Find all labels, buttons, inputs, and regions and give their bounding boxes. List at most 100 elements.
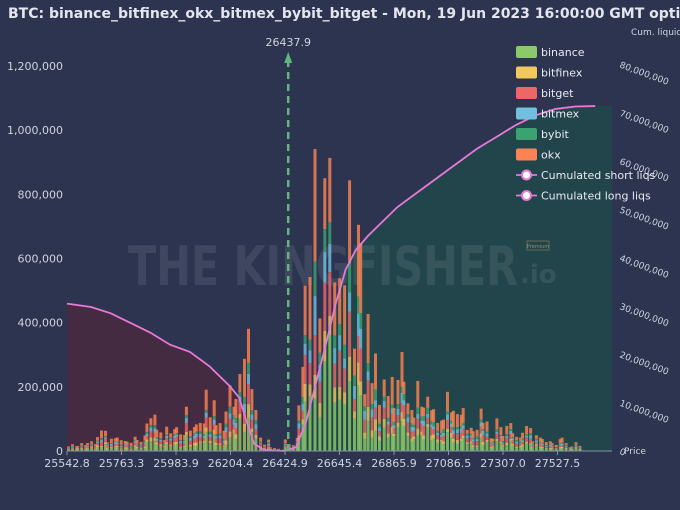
bar-bybit [250, 410, 254, 415]
x-tick-label: 26865.9 [371, 457, 417, 470]
bar-bitget [283, 444, 287, 447]
bar-bybit [402, 394, 406, 401]
y-left-tick-label: 400,000 [18, 317, 64, 330]
bar-binance [489, 448, 493, 451]
bar-okx [143, 435, 147, 441]
bar-bitfinex [491, 446, 495, 447]
bar-bitget [451, 434, 455, 439]
bar-bitget [519, 444, 523, 446]
bar-bitget [534, 442, 538, 445]
bar-bybit [366, 363, 370, 372]
bar-bitmex [169, 438, 173, 441]
bar-binance [90, 447, 94, 451]
bar-okx [416, 380, 420, 408]
bar-bitfinex [143, 446, 147, 449]
bar-bitget [184, 423, 188, 432]
bar-bitmex [125, 445, 129, 447]
bar-bitfinex [432, 434, 436, 439]
bar-okx [489, 438, 493, 444]
bar-binance [459, 441, 463, 451]
bar-bitfinex [540, 447, 544, 448]
bar-bybit [374, 389, 377, 401]
bar-bitfinex [184, 431, 188, 436]
bar-bitmex [301, 403, 305, 411]
bar-bitmex [451, 430, 455, 435]
legend-label: okx [541, 149, 561, 162]
bar-bitmex [550, 445, 554, 447]
bar-binance [243, 431, 246, 451]
bar-okx [338, 278, 342, 325]
bar-bitget [222, 442, 226, 446]
bar-bitfinex [100, 445, 103, 448]
bar-bitget [123, 445, 127, 448]
stacked-bars [67, 149, 582, 451]
bar-okx [283, 439, 287, 444]
bar-okx [420, 406, 424, 417]
bar-bitfinex [188, 444, 192, 447]
bar-okx [234, 399, 238, 419]
bar-binance [318, 417, 322, 451]
bar-bitmex [519, 443, 523, 445]
bar-bitget [297, 428, 301, 436]
bar-bitget [529, 438, 533, 444]
bar-okx [179, 434, 183, 441]
bar-binance [386, 437, 390, 451]
y-right-tick-label: 70,000,000 [618, 109, 670, 136]
bar-okx [534, 435, 538, 439]
bar-binance [554, 449, 558, 451]
bar-bitget [338, 350, 342, 387]
bar-okx [169, 433, 173, 438]
bar-bybit [501, 441, 505, 443]
bar-bybit [169, 437, 173, 439]
cumulated-long-line [66, 302, 286, 452]
bar-bitfinex [442, 441, 445, 445]
bar-okx [183, 435, 187, 441]
bar-binance [224, 444, 228, 451]
bar-bybit [465, 433, 469, 436]
bar-bitget [169, 440, 173, 445]
bar-bybit [84, 446, 88, 448]
bar-bitmex [499, 436, 503, 438]
bar-okx [359, 243, 363, 313]
bar-binance [392, 436, 396, 451]
bar-okx [323, 178, 327, 229]
bar-okx [538, 437, 542, 442]
bar-okx [436, 422, 440, 431]
bar-bitfinex [297, 435, 301, 440]
bar-okx [259, 437, 263, 442]
bar-bitfinex [238, 413, 242, 419]
bar-bitmex [135, 444, 139, 446]
bar-bybit [155, 437, 159, 439]
bar-bybit [499, 435, 503, 437]
bar-okx [173, 429, 177, 435]
legend: binance bitfinex bitget bitmex bybit okx Cumul… [516, 46, 656, 203]
bar-binance [420, 435, 424, 451]
bar-bitget [489, 444, 493, 447]
bar-bybit [550, 445, 554, 446]
bar-bitmex [353, 386, 356, 400]
bar-binance [184, 435, 188, 451]
bar-okx [374, 353, 377, 390]
bar-bybit [123, 444, 127, 445]
bar-okx [348, 180, 352, 264]
bar-bitmex [204, 412, 208, 418]
bar-bitfinex [519, 446, 523, 448]
bar-bybit [353, 375, 356, 386]
bar-bitfinex [212, 429, 216, 435]
bar-binance [297, 439, 301, 451]
bar-okx [574, 442, 578, 445]
bar-bitfinex [338, 386, 342, 400]
bar-bitfinex [71, 448, 74, 449]
bar-bitmex [515, 441, 519, 444]
bar-bitget [578, 448, 582, 449]
bar-binance [104, 444, 107, 451]
bar-bitfinex [198, 441, 202, 443]
bar-binance [159, 446, 163, 451]
bar-bybit [505, 434, 509, 437]
legend-marker-swatch [521, 190, 532, 201]
bar-bybit [243, 396, 246, 404]
bar-binance [515, 448, 519, 451]
bar-bybit [143, 440, 147, 443]
bar-bitget [145, 436, 149, 440]
bar-bitmex [396, 408, 400, 416]
